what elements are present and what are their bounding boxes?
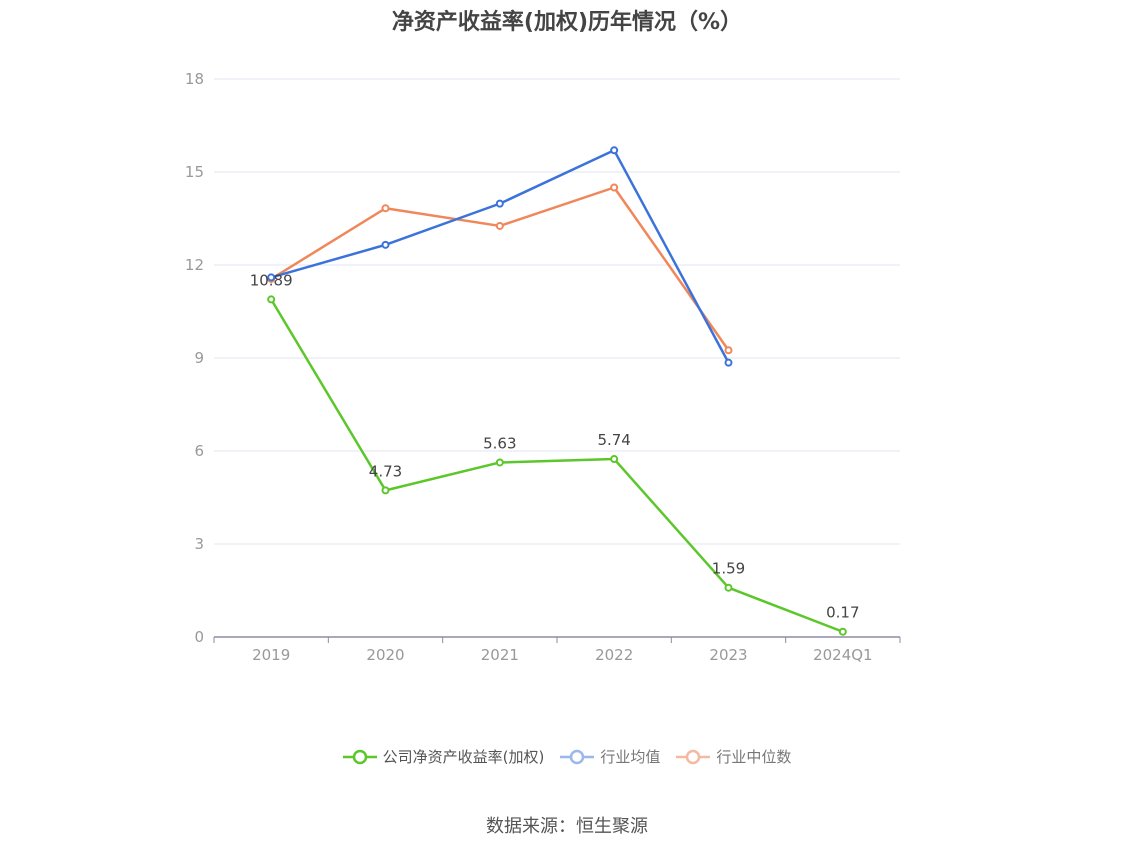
legend-label-industry-mean: 行业均值 (600, 748, 661, 766)
y-tick-label: 0 (194, 628, 204, 646)
y-tick-label: 3 (194, 535, 204, 553)
data-point[interactable] (724, 346, 733, 355)
data-label: 5.63 (483, 434, 516, 452)
data-label: 5.74 (597, 431, 630, 449)
x-tick-label: 2020 (366, 646, 404, 664)
x-tick-label: 2021 (481, 646, 519, 664)
data-label: 0.17 (826, 604, 859, 622)
data-point[interactable] (610, 455, 619, 464)
data-point[interactable] (381, 240, 390, 249)
data-point[interactable] (838, 627, 847, 636)
data-point[interactable] (724, 583, 733, 592)
legend-label-company-roe: 公司净资产收益率(加权) (382, 748, 545, 766)
legend-item-industry-mean[interactable]: 行业均值 (560, 746, 660, 767)
data-label: 1.59 (712, 560, 745, 578)
x-tick-label: 2024Q1 (813, 646, 873, 664)
data-point[interactable] (381, 486, 390, 495)
data-point[interactable] (267, 273, 276, 282)
y-tick-label: 6 (194, 442, 204, 460)
series-line (270, 298, 844, 633)
data-point[interactable] (724, 358, 733, 367)
data-point[interactable] (381, 204, 390, 213)
legend-marker-industry-median (676, 749, 711, 764)
legend: 公司净资产收益率(加权) 行业均值 行业中位数 (0, 746, 1134, 767)
data-point[interactable] (610, 146, 619, 155)
x-tick-label: 2023 (709, 646, 747, 664)
y-tick-label: 15 (185, 163, 204, 181)
data-point[interactable] (495, 221, 504, 230)
x-tick-label: 2022 (595, 646, 633, 664)
legend-item-company-roe[interactable]: 公司净资产收益率(加权) (342, 746, 545, 767)
y-tick-label: 12 (185, 256, 204, 274)
chart-title: 净资产收益率(加权)历年情况（%） (391, 10, 743, 35)
y-tick-label: 9 (194, 349, 204, 367)
source-note: 数据来源：恒生聚源 (486, 816, 648, 837)
legend-marker-company-roe (342, 749, 377, 764)
data-label: 10.89 (250, 271, 293, 289)
series-line (270, 149, 730, 364)
data-label: 4.73 (369, 462, 402, 480)
legend-marker-industry-mean (560, 749, 595, 764)
data-point[interactable] (610, 183, 619, 192)
data-point[interactable] (495, 199, 504, 208)
series-line (270, 186, 730, 351)
data-point[interactable] (267, 295, 276, 304)
x-tick-label: 2019 (252, 646, 290, 664)
data-point[interactable] (495, 458, 504, 467)
legend-label-industry-median: 行业中位数 (716, 748, 792, 766)
legend-item-industry-median[interactable]: 行业中位数 (676, 746, 791, 767)
y-tick-label: 18 (185, 70, 204, 88)
